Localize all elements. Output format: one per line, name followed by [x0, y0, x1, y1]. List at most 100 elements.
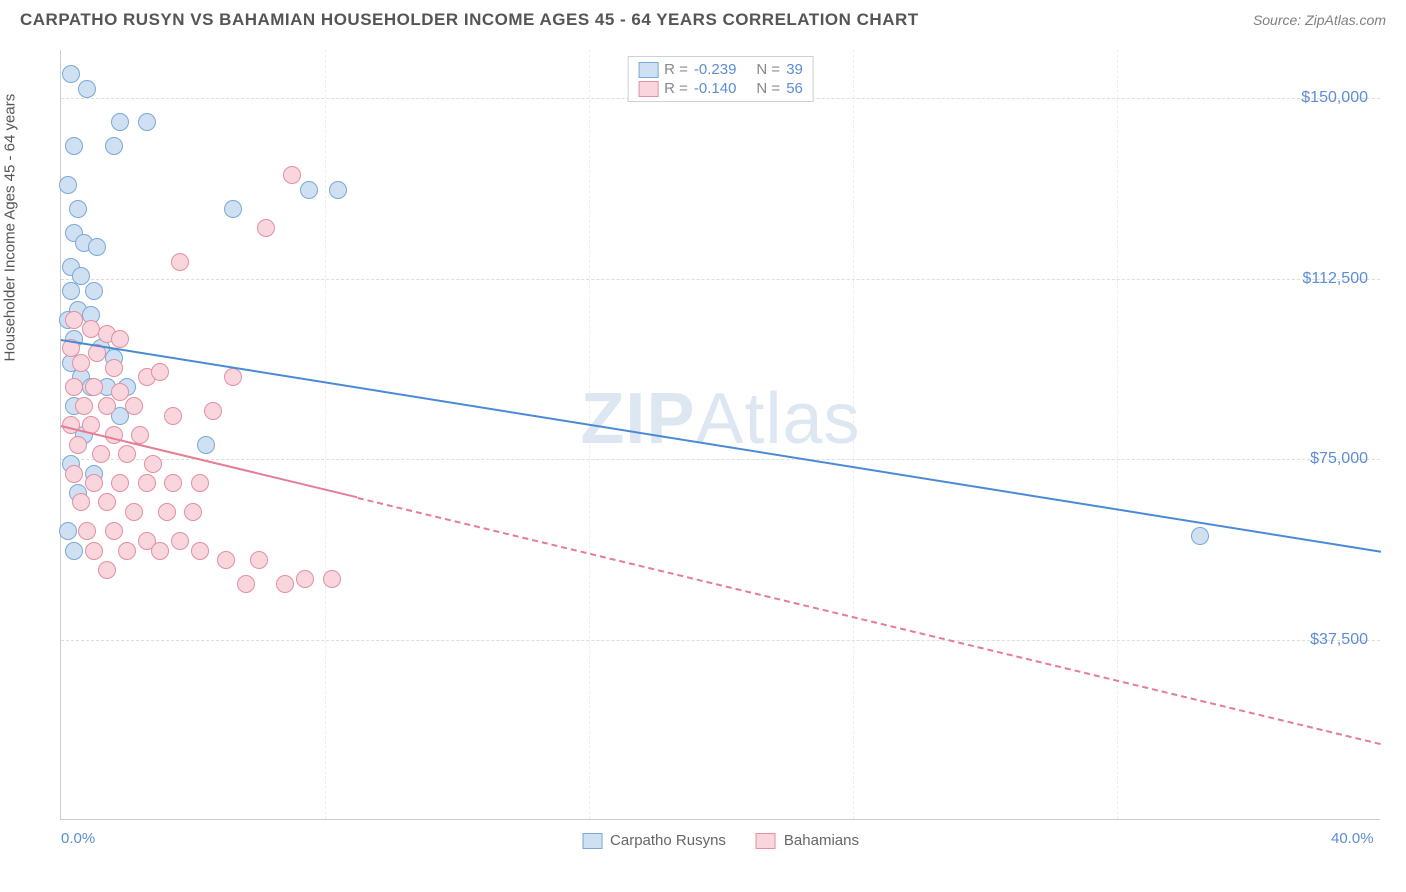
data-point	[65, 311, 83, 329]
data-point	[197, 436, 215, 454]
data-point	[69, 436, 87, 454]
data-point	[105, 522, 123, 540]
data-point	[85, 378, 103, 396]
data-point	[300, 181, 318, 199]
data-point	[62, 282, 80, 300]
data-point	[204, 402, 222, 420]
data-point	[88, 238, 106, 256]
series-legend: Carpatho Rusyns Bahamians	[582, 832, 859, 849]
data-point	[105, 359, 123, 377]
data-point	[250, 551, 268, 569]
data-point	[98, 561, 116, 579]
data-point	[224, 368, 242, 386]
chart-area: Householder Income Ages 45 - 64 years ZI…	[20, 40, 1386, 880]
data-point	[85, 474, 103, 492]
data-point	[296, 570, 314, 588]
series-legend-item: Bahamians	[756, 832, 859, 849]
data-point	[69, 200, 87, 218]
data-point	[111, 383, 129, 401]
x-tick-label: 40.0%	[1331, 830, 1374, 847]
data-point	[1191, 527, 1209, 545]
legend-stat-label: R =	[664, 80, 688, 97]
trend-line	[61, 339, 1381, 553]
data-point	[105, 137, 123, 155]
data-point	[184, 503, 202, 521]
data-point	[164, 474, 182, 492]
gridline-h	[61, 279, 1380, 280]
data-point	[78, 80, 96, 98]
data-point	[257, 219, 275, 237]
trend-line	[358, 497, 1381, 745]
y-tick-label: $37,500	[1310, 631, 1368, 649]
correlation-legend: R = -0.239 N = 39 R = -0.140 N = 56	[627, 56, 814, 102]
data-point	[92, 445, 110, 463]
data-point	[171, 253, 189, 271]
data-point	[98, 493, 116, 511]
legend-n-value: 39	[786, 61, 803, 78]
y-tick-label: $112,500	[1302, 270, 1368, 288]
gridline-v	[1117, 50, 1118, 819]
data-point	[118, 542, 136, 560]
data-point	[276, 575, 294, 593]
data-point	[59, 176, 77, 194]
data-point	[283, 166, 301, 184]
data-point	[171, 532, 189, 550]
data-point	[65, 465, 83, 483]
data-point	[82, 320, 100, 338]
y-tick-label: $150,000	[1301, 89, 1368, 107]
legend-r-value: -0.140	[694, 80, 737, 97]
y-tick-label: $75,000	[1310, 450, 1368, 468]
legend-swatch	[638, 81, 658, 97]
series-legend-item: Carpatho Rusyns	[582, 832, 726, 849]
data-point	[75, 397, 93, 415]
data-point	[125, 397, 143, 415]
y-axis-label: Householder Income Ages 45 - 64 years	[2, 94, 19, 362]
data-point	[217, 551, 235, 569]
data-point	[85, 542, 103, 560]
gridline-h	[61, 459, 1380, 460]
data-point	[138, 113, 156, 131]
data-point	[85, 282, 103, 300]
data-point	[151, 542, 169, 560]
legend-row: R = -0.140 N = 56	[638, 79, 803, 98]
data-point	[144, 455, 162, 473]
data-point	[191, 474, 209, 492]
data-point	[78, 522, 96, 540]
plot-region: ZIPAtlas R =-0.239N =39R =-0.140N =56 Ca…	[60, 50, 1380, 820]
data-point	[158, 503, 176, 521]
data-point	[164, 407, 182, 425]
data-point	[59, 522, 77, 540]
data-point	[138, 474, 156, 492]
legend-stat-label: N =	[756, 61, 780, 78]
chart-title: CARPATHO RUSYN VS BAHAMIAN HOUSEHOLDER I…	[20, 10, 919, 30]
data-point	[65, 137, 83, 155]
gridline-v	[589, 50, 590, 819]
data-point	[111, 113, 129, 131]
data-point	[62, 65, 80, 83]
gridline-v	[325, 50, 326, 819]
legend-r-value: -0.239	[694, 61, 737, 78]
data-point	[72, 493, 90, 511]
data-point	[118, 445, 136, 463]
series-name: Bahamians	[784, 832, 859, 849]
chart-header: CARPATHO RUSYN VS BAHAMIAN HOUSEHOLDER I…	[0, 0, 1406, 36]
chart-source: Source: ZipAtlas.com	[1253, 12, 1386, 28]
watermark: ZIPAtlas	[580, 378, 860, 460]
data-point	[125, 503, 143, 521]
legend-stat-label: R =	[664, 61, 688, 78]
legend-n-value: 56	[786, 80, 803, 97]
legend-row: R = -0.239 N = 39	[638, 60, 803, 79]
gridline-v	[853, 50, 854, 819]
legend-stat-label: N =	[756, 80, 780, 97]
data-point	[323, 570, 341, 588]
data-point	[65, 542, 83, 560]
legend-swatch	[638, 62, 658, 78]
data-point	[329, 181, 347, 199]
series-name: Carpatho Rusyns	[610, 832, 726, 849]
data-point	[151, 363, 169, 381]
data-point	[131, 426, 149, 444]
legend-swatch	[582, 833, 602, 849]
data-point	[224, 200, 242, 218]
legend-swatch	[756, 833, 776, 849]
data-point	[111, 330, 129, 348]
